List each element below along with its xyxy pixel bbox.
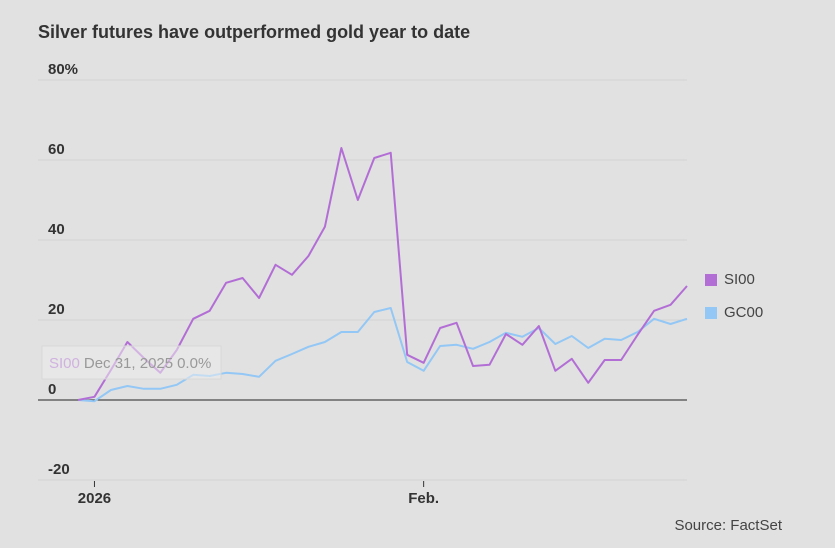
tooltip-part: SI00 — [49, 355, 80, 372]
y-tick-label: 80% — [48, 61, 78, 78]
y-tick-label: -20 — [48, 461, 70, 478]
legend-label: SI00 — [724, 271, 755, 288]
tooltip-part: Dec 31, 2025 — [84, 355, 173, 372]
y-tick-label: 0 — [48, 381, 56, 398]
y-tick-label: 40 — [48, 221, 65, 238]
chart-title: Silver futures have outperformed gold ye… — [38, 22, 470, 42]
x-tick-label: 2026 — [78, 490, 111, 507]
tooltip: SI00 Dec 31, 2025 0.0% — [41, 345, 222, 380]
series-line — [77, 147, 688, 401]
legend-label: GC00 — [724, 304, 763, 321]
series-line — [77, 307, 688, 403]
tooltip-part: 0.0% — [177, 355, 211, 372]
tooltip-box — [41, 345, 222, 380]
x-tick-label: Feb. — [408, 490, 439, 507]
y-tick-label: 20 — [48, 301, 65, 318]
source: Source: FactSet — [674, 517, 782, 534]
y-tick-label: 60 — [48, 141, 65, 158]
tooltip-text: SI00 Dec 31, 2025 0.0% — [49, 355, 211, 372]
legend-swatch — [705, 307, 717, 319]
legend-swatch — [705, 274, 717, 286]
